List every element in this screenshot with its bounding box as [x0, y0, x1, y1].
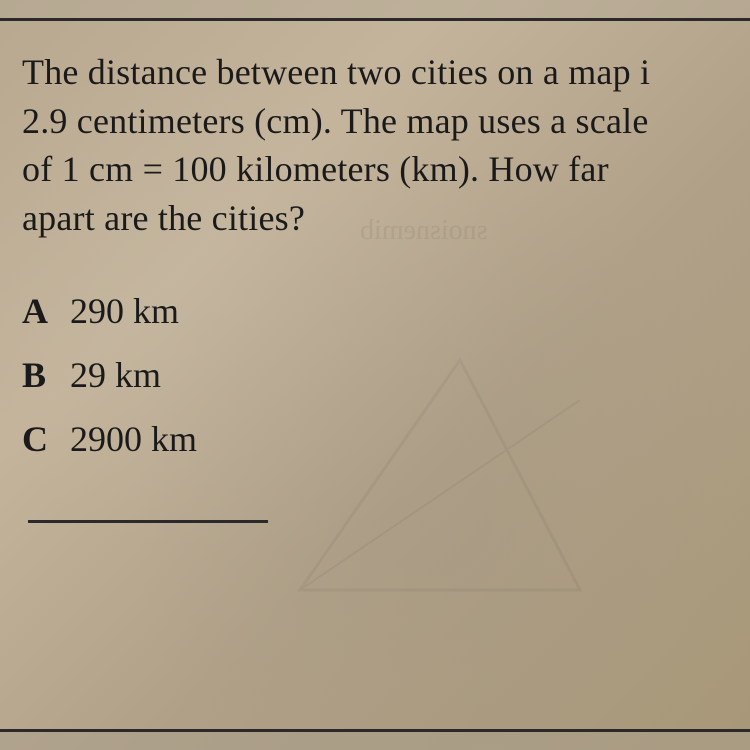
option-c[interactable]: C 2900 km	[22, 418, 750, 460]
option-letter: A	[22, 290, 70, 332]
question-line-3: of 1 cm = 100 kilometers (km). How far	[22, 145, 750, 194]
option-text: 29 km	[70, 354, 161, 396]
answer-blank-line[interactable]	[28, 520, 268, 523]
top-rule	[0, 0, 750, 21]
question-line-2: 2.9 centimeters (cm). The map uses a sca…	[22, 97, 750, 146]
option-text: 2900 km	[70, 418, 197, 460]
option-text: 290 km	[70, 290, 179, 332]
question-line-4: apart are the cities?	[22, 194, 750, 243]
bottom-rule	[0, 729, 750, 750]
option-b[interactable]: B 29 km	[22, 354, 750, 396]
option-a[interactable]: A 290 km	[22, 290, 750, 332]
question-text: The distance between two cities on a map…	[22, 48, 750, 242]
option-letter: B	[22, 354, 70, 396]
options-list: A 290 km B 29 km C 2900 km	[22, 290, 750, 460]
question-block: The distance between two cities on a map…	[22, 48, 750, 523]
option-letter: C	[22, 418, 70, 460]
question-line-1: The distance between two cities on a map…	[22, 48, 750, 97]
